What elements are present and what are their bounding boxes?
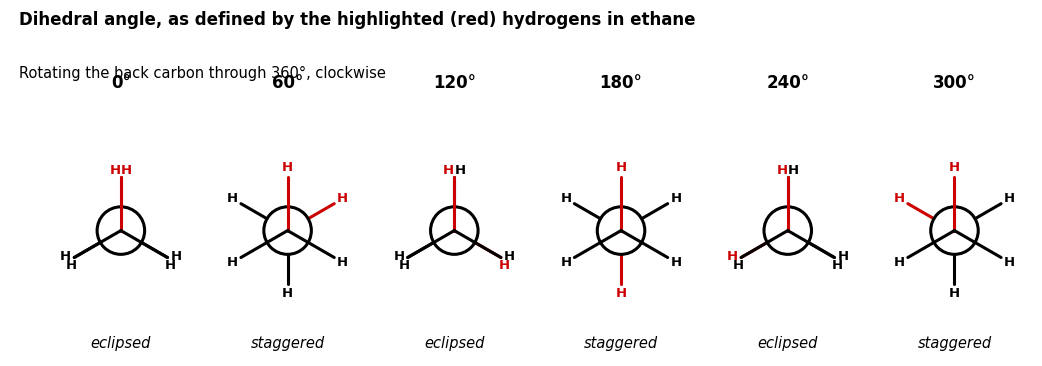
- Text: H: H: [337, 193, 348, 205]
- Text: H: H: [1003, 256, 1015, 269]
- Text: H: H: [776, 164, 788, 176]
- Text: 180°: 180°: [599, 74, 643, 92]
- Text: eclipsed: eclipsed: [758, 336, 818, 351]
- Text: H: H: [670, 256, 681, 269]
- Text: 300°: 300°: [933, 74, 976, 92]
- Text: eclipsed: eclipsed: [424, 336, 485, 351]
- Text: H: H: [66, 259, 77, 272]
- Text: H: H: [227, 193, 239, 205]
- Text: H: H: [616, 161, 626, 174]
- Text: 240°: 240°: [766, 74, 810, 92]
- Text: 0°: 0°: [110, 74, 131, 92]
- Text: staggered: staggered: [250, 336, 325, 351]
- Text: H: H: [949, 161, 960, 174]
- Text: H: H: [282, 161, 293, 174]
- Text: 60°: 60°: [272, 74, 303, 92]
- Text: H: H: [282, 287, 293, 300]
- Text: H: H: [788, 164, 799, 176]
- Text: H: H: [670, 193, 681, 205]
- Text: H: H: [727, 250, 738, 262]
- Text: H: H: [504, 250, 515, 262]
- Text: H: H: [561, 256, 572, 269]
- Text: H: H: [121, 164, 132, 176]
- Text: H: H: [165, 259, 176, 272]
- Text: H: H: [227, 256, 239, 269]
- Text: 120°: 120°: [432, 74, 476, 92]
- Text: H: H: [894, 256, 905, 269]
- Text: H: H: [443, 164, 454, 176]
- Text: H: H: [109, 164, 121, 176]
- Text: H: H: [832, 259, 843, 272]
- Text: H: H: [616, 287, 626, 300]
- Text: H: H: [561, 193, 572, 205]
- Text: H: H: [733, 259, 744, 272]
- Text: H: H: [1003, 193, 1015, 205]
- Text: H: H: [171, 250, 181, 262]
- Text: H: H: [337, 256, 348, 269]
- Text: H: H: [60, 250, 71, 262]
- Text: H: H: [838, 250, 848, 262]
- Text: H: H: [399, 259, 411, 272]
- Text: Rotating the back carbon through 360°, clockwise: Rotating the back carbon through 360°, c…: [19, 66, 386, 81]
- Text: H: H: [454, 164, 466, 176]
- Text: staggered: staggered: [917, 336, 992, 351]
- Text: H: H: [394, 250, 404, 262]
- Text: H: H: [894, 193, 905, 205]
- Text: H: H: [498, 259, 510, 272]
- Text: staggered: staggered: [584, 336, 659, 351]
- Text: H: H: [949, 287, 960, 300]
- Text: eclipsed: eclipsed: [91, 336, 151, 351]
- Text: Dihedral angle, as defined by the highlighted (red) hydrogens in ethane: Dihedral angle, as defined by the highli…: [19, 11, 695, 29]
